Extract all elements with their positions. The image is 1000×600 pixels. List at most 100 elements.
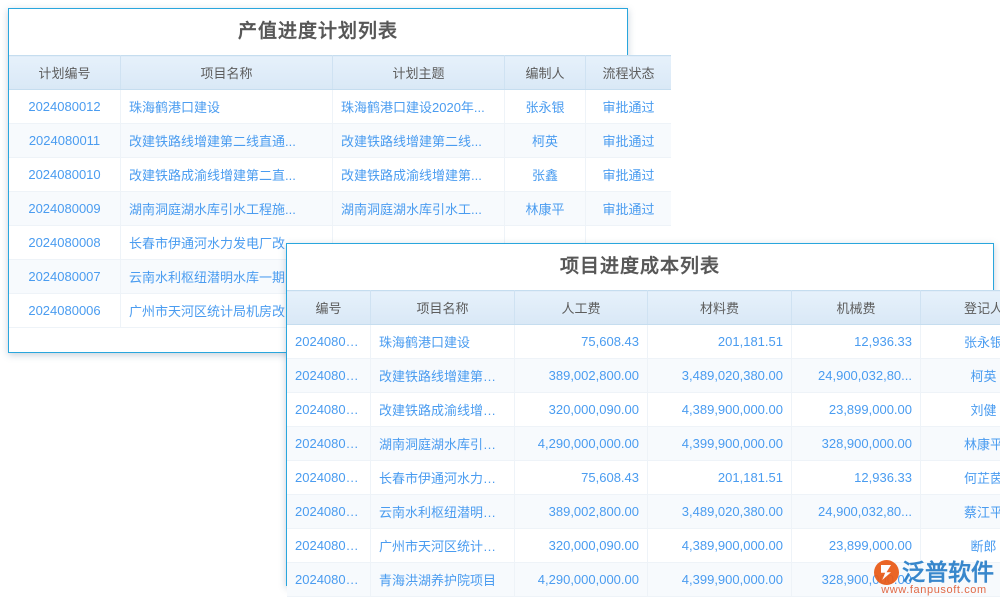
- cost-col-material[interactable]: 材料费: [647, 290, 792, 325]
- cost-cell-labor: 4,290,000,000.00: [514, 562, 648, 597]
- cost-cell-labor: 320,000,090.00: [514, 528, 648, 563]
- cost-cell-id[interactable]: 20240800012: [287, 324, 371, 359]
- cost-cell-labor: 75,608.43: [514, 460, 648, 495]
- cost-cell-registrar: 林康平: [920, 426, 1000, 461]
- plan-table-header: 计划编号 项目名称 计划主题 编制人 流程状态: [9, 55, 671, 90]
- plan-col-status[interactable]: 流程状态: [585, 55, 671, 90]
- cost-col-project[interactable]: 项目名称: [370, 290, 515, 325]
- table-row[interactable]: 2024080009 湖南洞庭湖水库引水工程施... 湖南洞庭湖水库引水工...…: [9, 191, 671, 226]
- status-badge: 审批通过: [585, 191, 671, 226]
- cost-cell-registrar: 何芷茵: [920, 460, 1000, 495]
- plan-cell-id[interactable]: 2024080007: [9, 259, 121, 294]
- cost-cell-project[interactable]: 广州市天河区统计局机房改造...: [370, 528, 515, 563]
- table-row[interactable]: 2024080010 改建铁路成渝线增建第二直通... 320,000,090.…: [287, 392, 1000, 427]
- cost-cell-id[interactable]: 20240800011: [287, 358, 371, 393]
- cost-table-header: 编号 项目名称 人工费 材料费 机械费 登记人: [287, 290, 1000, 325]
- plan-cell-id[interactable]: 2024080010: [9, 157, 121, 192]
- cost-cell-project[interactable]: 长春市伊通河水力发电厂改建...: [370, 460, 515, 495]
- plan-col-id[interactable]: 计划编号: [9, 55, 121, 90]
- table-row[interactable]: 20240800012 珠海鹤港口建设 75,608.43 201,181.51…: [287, 324, 1000, 359]
- cost-cell-registrar: 蔡江平: [920, 494, 1000, 529]
- cost-cell-id[interactable]: 2024080007: [287, 494, 371, 529]
- cost-cell-material: 201,181.51: [647, 460, 792, 495]
- cost-cell-machine: 24,900,032,80...: [791, 358, 921, 393]
- cost-cell-machine: 23,899,000.00: [791, 392, 921, 427]
- cost-cell-project[interactable]: 改建铁路成渝线增建第二直通...: [370, 392, 515, 427]
- plan-cell-subject[interactable]: 珠海鹤港口建设2020年...: [332, 89, 505, 124]
- cost-cell-id[interactable]: 2024080009: [287, 426, 371, 461]
- plan-cell-author: 柯英: [504, 123, 586, 158]
- table-row[interactable]: 2024080009 湖南洞庭湖水库引水工程施工... 4,290,000,00…: [287, 426, 1000, 461]
- table-row[interactable]: 20240800011 改建铁路线增建第二线直通线... 389,002,800…: [287, 358, 1000, 393]
- table-row[interactable]: 2024080005 青海洪湖养护院项目 4,290,000,000.00 4,…: [287, 562, 1000, 597]
- table-row[interactable]: 2024080007 云南水利枢纽潜明水库一期工... 389,002,800.…: [287, 494, 1000, 529]
- cost-cell-labor: 389,002,800.00: [514, 358, 648, 393]
- plan-col-subject[interactable]: 计划主题: [332, 55, 505, 90]
- table-row[interactable]: 2024080012 珠海鹤港口建设 珠海鹤港口建设2020年... 张永银 审…: [9, 89, 671, 124]
- cost-cell-material: 4,389,900,000.00: [647, 392, 792, 427]
- plan-cell-project[interactable]: 湖南洞庭湖水库引水工程施...: [120, 191, 333, 226]
- plan-cell-subject[interactable]: 改建铁路线增建第二线...: [332, 123, 505, 158]
- plan-cell-id[interactable]: 2024080006: [9, 293, 121, 328]
- cost-cell-project[interactable]: 青海洪湖养护院项目: [370, 562, 515, 597]
- table-row[interactable]: 2024080008 长春市伊通河水力发电厂改建... 75,608.43 20…: [287, 460, 1000, 495]
- cost-cell-labor: 4,290,000,000.00: [514, 426, 648, 461]
- table-row[interactable]: 2024080006 广州市天河区统计局机房改造... 320,000,090.…: [287, 528, 1000, 563]
- cost-cell-labor: 75,608.43: [514, 324, 648, 359]
- cost-cell-machine: 24,900,032,80...: [791, 494, 921, 529]
- cost-cell-machine: 12,936.33: [791, 460, 921, 495]
- plan-cell-id[interactable]: 2024080009: [9, 191, 121, 226]
- cost-cell-labor: 389,002,800.00: [514, 494, 648, 529]
- status-badge: 审批通过: [585, 89, 671, 124]
- cost-cell-project[interactable]: 珠海鹤港口建设: [370, 324, 515, 359]
- status-badge: 审批通过: [585, 123, 671, 158]
- plan-header-row: 计划编号 项目名称 计划主题 编制人 流程状态: [9, 55, 671, 90]
- cost-cell-id[interactable]: 2024080006: [287, 528, 371, 563]
- cost-cell-material: 4,389,900,000.00: [647, 528, 792, 563]
- cost-cell-machine: 23,899,000.00: [791, 528, 921, 563]
- cost-cell-machine: 328,900,000.00: [791, 426, 921, 461]
- plan-cell-project[interactable]: 改建铁路成渝线增建第二直...: [120, 157, 333, 192]
- cost-cell-material: 3,489,020,380.00: [647, 358, 792, 393]
- plan-cell-id[interactable]: 2024080012: [9, 89, 121, 124]
- cost-cell-material: 201,181.51: [647, 324, 792, 359]
- cost-cell-material: 3,489,020,380.00: [647, 494, 792, 529]
- plan-cell-author: 张鑫: [504, 157, 586, 192]
- cost-col-registrar[interactable]: 登记人: [920, 290, 1000, 325]
- cost-cell-id[interactable]: 2024080005: [287, 562, 371, 597]
- plan-cell-id[interactable]: 2024080008: [9, 225, 121, 260]
- cost-header-row: 编号 项目名称 人工费 材料费 机械费 登记人: [287, 290, 1000, 325]
- plan-cell-subject[interactable]: 改建铁路成渝线增建第...: [332, 157, 505, 192]
- cost-col-machine[interactable]: 机械费: [791, 290, 921, 325]
- table-row[interactable]: 2024080010 改建铁路成渝线增建第二直... 改建铁路成渝线增建第...…: [9, 157, 671, 192]
- plan-col-author[interactable]: 编制人: [504, 55, 586, 90]
- cost-cell-project[interactable]: 改建铁路线增建第二线直通线...: [370, 358, 515, 393]
- cost-cell-registrar: 张永银: [920, 324, 1000, 359]
- cost-cell-registrar: 柯英: [920, 358, 1000, 393]
- cost-col-id[interactable]: 编号: [287, 290, 371, 325]
- cost-cell-project[interactable]: 湖南洞庭湖水库引水工程施工...: [370, 426, 515, 461]
- cost-col-labor[interactable]: 人工费: [514, 290, 648, 325]
- status-badge: 审批通过: [585, 157, 671, 192]
- cost-panel-title: 项目进度成本列表: [287, 244, 993, 290]
- plan-col-project[interactable]: 项目名称: [120, 55, 333, 90]
- plan-cell-project[interactable]: 珠海鹤港口建设: [120, 89, 333, 124]
- project-cost-table: 编号 项目名称 人工费 材料费 机械费 登记人 20240800012 珠海鹤港…: [287, 290, 1000, 597]
- cost-cell-registrar: 刘健: [920, 392, 1000, 427]
- plan-cell-id[interactable]: 2024080011: [9, 123, 121, 158]
- cost-cell-id[interactable]: 2024080010: [287, 392, 371, 427]
- plan-cell-subject[interactable]: 湖南洞庭湖水库引水工...: [332, 191, 505, 226]
- cost-cell-project[interactable]: 云南水利枢纽潜明水库一期工...: [370, 494, 515, 529]
- table-row[interactable]: 2024080011 改建铁路线增建第二线直通... 改建铁路线增建第二线...…: [9, 123, 671, 158]
- cost-cell-machine: 328,900,000.00: [791, 562, 921, 597]
- cost-cell-id[interactable]: 2024080008: [287, 460, 371, 495]
- cost-cell-material: 4,399,900,000.00: [647, 562, 792, 597]
- plan-cell-author: 林康平: [504, 191, 586, 226]
- cost-cell-machine: 12,936.33: [791, 324, 921, 359]
- cost-table-body: 20240800012 珠海鹤港口建设 75,608.43 201,181.51…: [287, 324, 1000, 597]
- plan-cell-project[interactable]: 改建铁路线增建第二线直通...: [120, 123, 333, 158]
- project-cost-panel: 项目进度成本列表 编号 项目名称 人工费 材料费 机械费 登记人 2024080…: [286, 243, 1000, 597]
- plan-cell-author: 张永银: [504, 89, 586, 124]
- plan-panel-title: 产值进度计划列表: [9, 9, 627, 55]
- cost-cell-registrar: 断郎: [920, 528, 1000, 563]
